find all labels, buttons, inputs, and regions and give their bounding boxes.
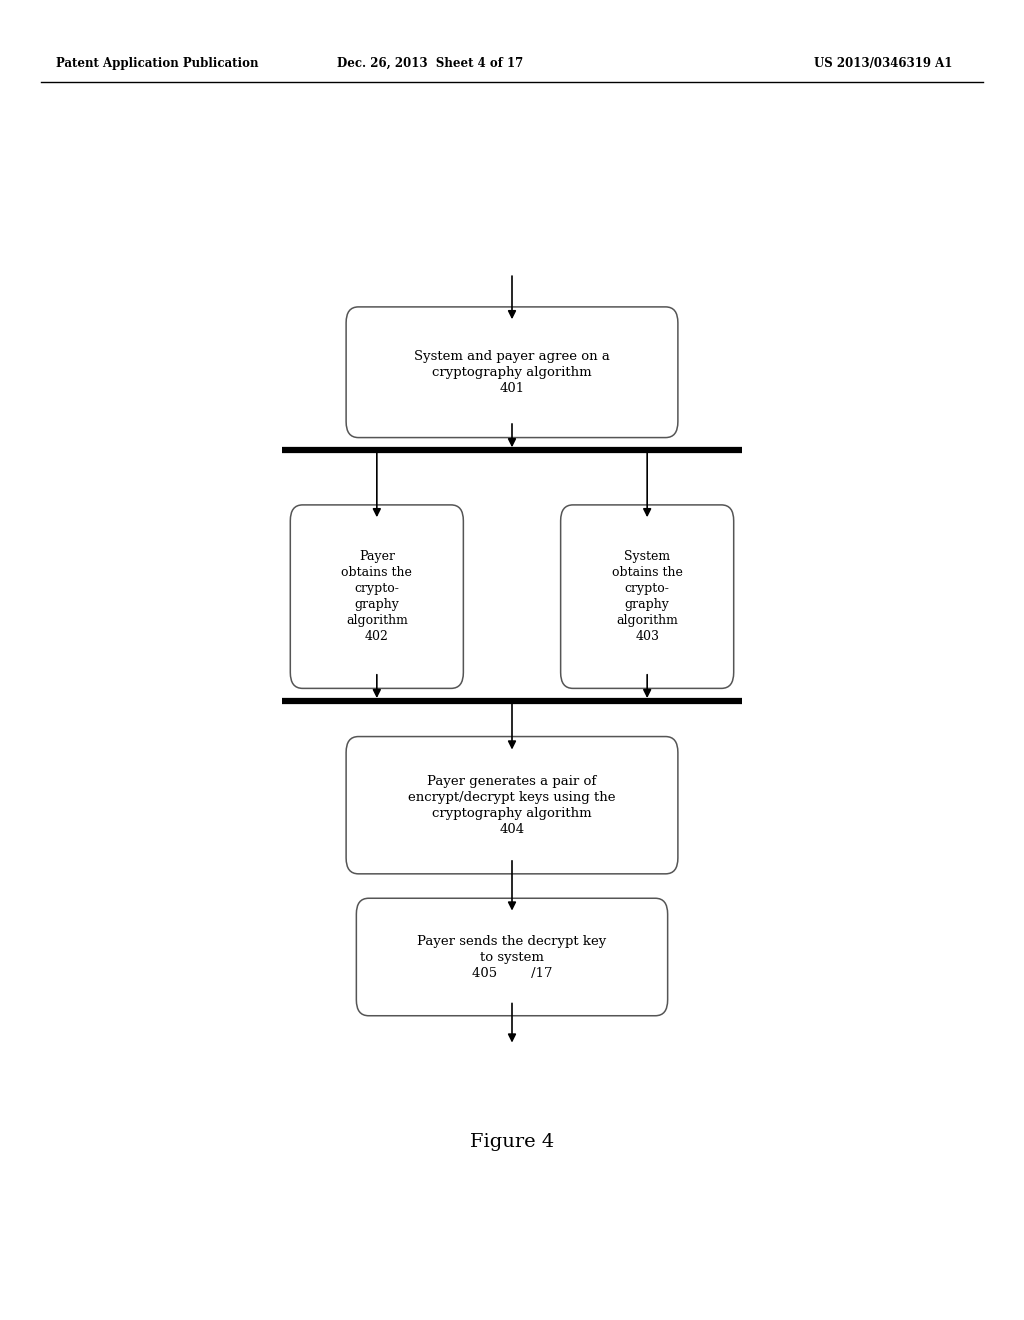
Text: US 2013/0346319 A1: US 2013/0346319 A1 (814, 57, 952, 70)
Text: Payer generates a pair of
encrypt/decrypt keys using the
cryptography algorithm
: Payer generates a pair of encrypt/decryp… (409, 775, 615, 836)
FancyBboxPatch shape (346, 737, 678, 874)
Text: Patent Application Publication: Patent Application Publication (56, 57, 259, 70)
FancyBboxPatch shape (346, 308, 678, 438)
Text: System
obtains the
crypto-
graphy
algorithm
403: System obtains the crypto- graphy algori… (611, 550, 683, 643)
Text: Payer sends the decrypt key
to system
405        /17: Payer sends the decrypt key to system 40… (418, 935, 606, 979)
FancyBboxPatch shape (561, 504, 733, 689)
FancyBboxPatch shape (291, 504, 463, 689)
Text: Payer
obtains the
crypto-
graphy
algorithm
402: Payer obtains the crypto- graphy algorit… (341, 550, 413, 643)
Text: System and payer agree on a
cryptography algorithm
401: System and payer agree on a cryptography… (414, 350, 610, 395)
Text: Figure 4: Figure 4 (470, 1133, 554, 1151)
Text: Dec. 26, 2013  Sheet 4 of 17: Dec. 26, 2013 Sheet 4 of 17 (337, 57, 523, 70)
FancyBboxPatch shape (356, 898, 668, 1016)
